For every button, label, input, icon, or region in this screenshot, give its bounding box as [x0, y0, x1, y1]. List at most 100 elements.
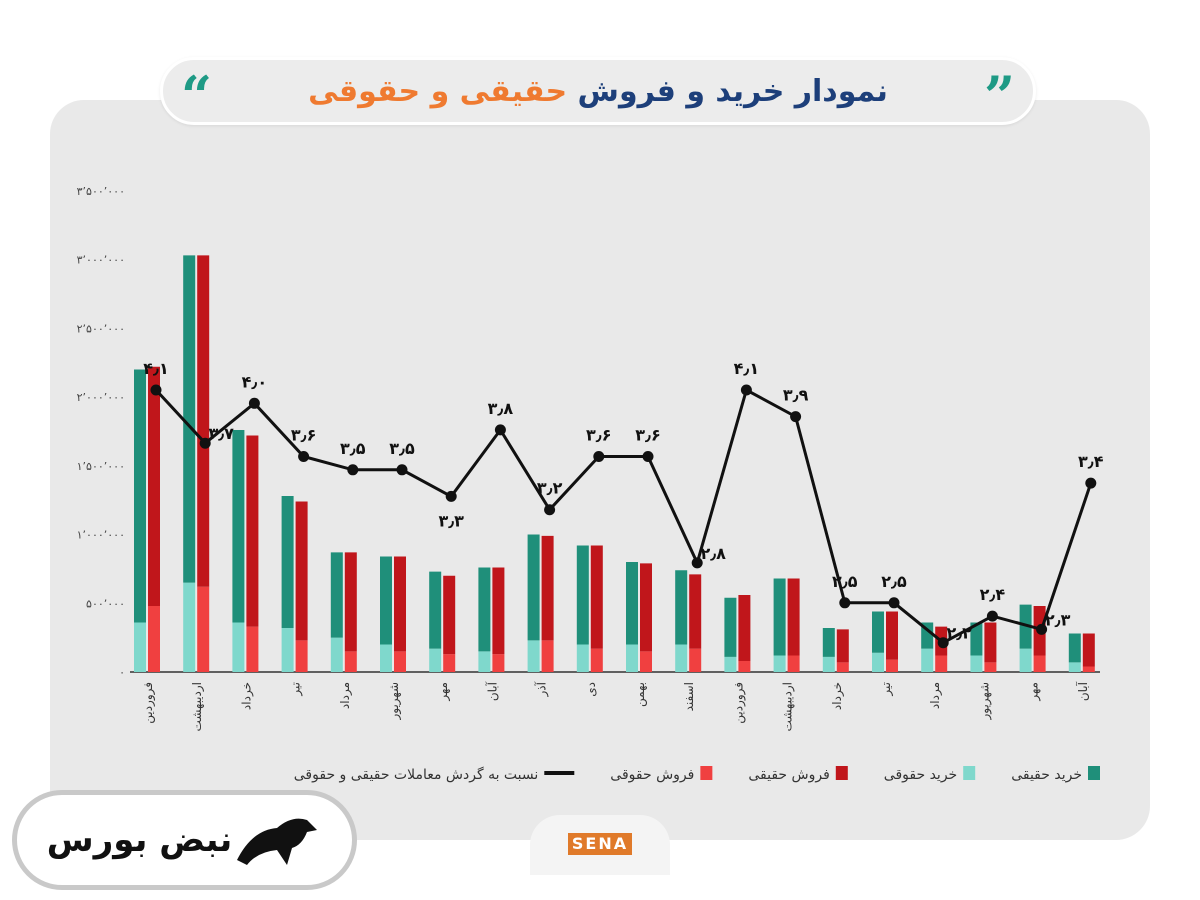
ratio-point: [642, 451, 654, 462]
legend-label: فروش حقوقی: [610, 767, 694, 783]
legend-label: خرید حقیقی: [1011, 767, 1082, 783]
bar-buy-legal: [134, 622, 146, 672]
bar-sell-legal: [935, 655, 948, 672]
ratio-point: [691, 557, 703, 569]
bar-sell-legal: [984, 662, 997, 672]
bar-sell-real: [246, 435, 259, 627]
bar-buy-real: [872, 611, 884, 653]
bar-buy-real: [527, 534, 540, 641]
x-tick-label: فروردین: [731, 682, 746, 724]
ratio-label: ۳٫۴: [1078, 452, 1104, 471]
legend-swatch: [835, 766, 848, 780]
bar-buy-real: [773, 578, 786, 656]
bar-sell-legal: [886, 659, 898, 672]
ratio-label: ۲٫۳: [1045, 610, 1071, 629]
x-tick-label: اردیبهشت: [190, 682, 205, 731]
sena-logo-text: SENA: [567, 833, 633, 855]
bar-buy-legal: [1068, 662, 1081, 672]
y-tick-label: ۳٬۰۰۰٬۰۰۰: [77, 254, 125, 267]
bar-sell-real: [984, 622, 997, 663]
x-tick-label: مرداد: [928, 682, 943, 709]
bar-buy-legal: [330, 637, 343, 672]
bar-sell-legal: [344, 651, 357, 672]
bar-sell-legal: [295, 640, 308, 672]
bar-buy-legal: [576, 644, 589, 672]
bar-buy-legal: [527, 640, 540, 672]
bar-buy-legal: [724, 656, 737, 672]
ratio-label: ۴٫۱: [143, 359, 169, 378]
ratio-label: ۳٫۵: [340, 439, 366, 458]
x-tick-label: اسفند: [682, 682, 696, 711]
ratio-line: [154, 387, 1093, 645]
y-tick-label: ۲٬۰۰۰٬۰۰۰: [77, 391, 125, 404]
legend-label: خرید حقوقی: [884, 767, 957, 783]
bar-sell-real: [443, 575, 456, 655]
ratio-label: ۳٫۷: [208, 424, 234, 443]
x-tick-label: خرداد: [239, 682, 254, 710]
x-tick-label: مهر: [1027, 682, 1042, 702]
y-tick-label: ۰: [119, 666, 125, 679]
bar-sell-real: [836, 629, 849, 663]
x-tick-label: دی: [584, 682, 598, 697]
y-tick-label: ۲٬۵۰۰٬۰۰۰: [77, 322, 125, 335]
x-tick-label: شهریور: [977, 682, 992, 721]
bar-buy-real: [576, 545, 589, 645]
bull-bear-icon: [237, 818, 318, 865]
bar-buy-legal: [429, 648, 442, 672]
ratio-label: ۳٫۶: [291, 426, 317, 445]
bar-sell-real: [738, 595, 751, 661]
bar-buy-legal: [183, 582, 196, 672]
logo-text: نبض بورس: [46, 820, 233, 860]
bar-sell-real: [689, 574, 702, 649]
x-tick-label: مهر: [436, 682, 451, 702]
y-tick-label: ۳٬۵۰۰٬۰۰۰: [77, 185, 125, 198]
legend-line-swatch: [544, 771, 575, 775]
bar-sell-legal: [1082, 666, 1095, 672]
ratio-point: [740, 384, 752, 396]
ratio-point: [937, 637, 949, 649]
ratio-point: [888, 597, 900, 609]
bar-sell-legal: [836, 662, 849, 672]
title-part2: حقیقی و حقوقی: [308, 73, 568, 109]
bar-sell-legal: [738, 661, 751, 672]
bar-sell-legal: [394, 651, 406, 672]
ratio-point: [248, 397, 260, 409]
bar-buy-legal: [822, 656, 835, 672]
title-part1: نمودار خرید و فروش: [577, 73, 888, 109]
ratio-label: ۴٫۱: [734, 359, 760, 378]
x-tick-label: تیر: [289, 682, 304, 697]
quote-icon: “: [181, 64, 213, 128]
bar-sell-real: [1082, 633, 1095, 667]
bar-buy-legal: [872, 652, 884, 672]
legend-swatch: [1088, 766, 1100, 780]
x-tick-label: آبان: [484, 681, 499, 701]
bar-buy-legal: [773, 655, 786, 672]
nabz-bourse-logo: نبض بورس: [12, 790, 357, 890]
ratio-label: ۲٫۴: [980, 585, 1006, 604]
bar-buy-real: [183, 255, 196, 583]
ratio-label: ۳٫۸: [488, 399, 514, 418]
ratio-label: ۲٫۵: [881, 572, 907, 591]
bar-buy-real: [380, 556, 392, 645]
x-tick-label: آذر: [534, 681, 550, 697]
x-tick-label: فروردین: [141, 682, 156, 724]
bar-sell-legal: [787, 655, 800, 672]
bar-buy-real: [478, 567, 491, 652]
ratio-point: [790, 411, 802, 423]
bar-buy-real: [724, 597, 737, 657]
x-tick-label: مرداد: [338, 682, 353, 709]
ratio-label: ۳٫۵: [389, 439, 415, 458]
ratio-point: [593, 451, 605, 462]
ratio-label: ۲٫۲: [946, 624, 972, 643]
x-tick-label: تیر: [879, 682, 894, 697]
bar-sell-legal: [541, 640, 554, 672]
ratio-label: ۳٫۲: [537, 479, 563, 498]
ratio-label: ۳٫۶: [635, 426, 661, 445]
bar-buy-real: [134, 369, 146, 623]
bar-sell-legal: [443, 654, 456, 672]
title-bar: ” نمودار خرید و فروش حقیقی و حقوقی “: [160, 57, 1036, 128]
bar-buy-legal: [380, 644, 392, 672]
bar-sell-real: [148, 366, 160, 606]
bar-buy-legal: [675, 644, 688, 672]
